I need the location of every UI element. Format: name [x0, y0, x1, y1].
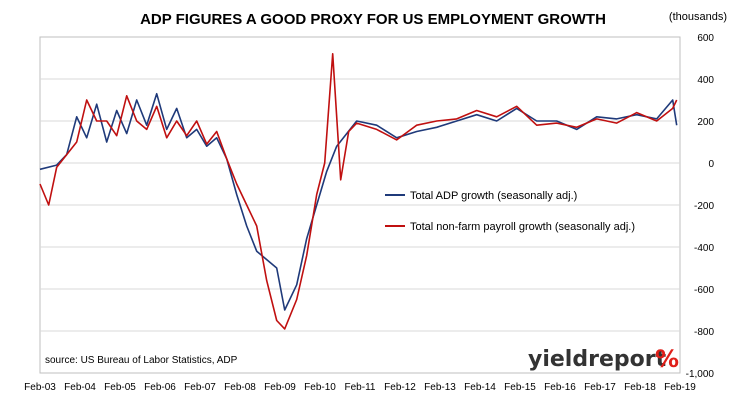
- x-tick-label: Feb-15: [504, 382, 536, 393]
- x-tick-label: Feb-08: [224, 382, 256, 393]
- x-tick-label: Feb-05: [104, 382, 136, 393]
- x-tick-label: Feb-19: [664, 382, 696, 393]
- series-line-nfp: [39, 52, 678, 330]
- legend-label-adp: Total ADP growth (seasonally adj.): [410, 190, 577, 202]
- logo-text: yieldreport: [528, 347, 667, 372]
- y-tick-label: -800: [694, 327, 714, 338]
- x-tick-label: Feb-17: [584, 382, 616, 393]
- y-tick-label: 200: [697, 117, 714, 128]
- x-tick-label: Feb-11: [345, 382, 376, 393]
- x-tick-label: Feb-18: [624, 382, 656, 393]
- y-axis: -1,000 -800 -600 -400 -200 0 200 400 600: [686, 33, 715, 380]
- x-tick-label: Feb-10: [304, 382, 336, 393]
- logo-percent-icon: %: [655, 345, 679, 373]
- y-tick-label: -600: [694, 285, 714, 296]
- x-tick-label: Feb-16: [544, 382, 576, 393]
- source-note: source: US Bureau of Labor Statistics, A…: [45, 355, 238, 366]
- legend: Total ADP growth (seasonally adj.) Total…: [385, 190, 635, 233]
- y-tick-label: 0: [708, 159, 714, 170]
- yieldreport-logo: yieldreport %: [528, 345, 679, 373]
- x-tick-label: Feb-12: [384, 382, 416, 393]
- x-tick-label: Feb-14: [464, 382, 496, 393]
- y-tick-label: -200: [694, 201, 714, 212]
- legend-label-nfp: Total non-farm payroll growth (seasonall…: [410, 221, 635, 233]
- series-line-adp: [39, 92, 678, 311]
- y-tick-label: -400: [694, 243, 714, 254]
- x-tick-label: Feb-06: [144, 382, 176, 393]
- x-tick-label: Feb-13: [424, 382, 456, 393]
- series-group: [39, 52, 678, 330]
- x-axis: Feb-03 Feb-04 Feb-05 Feb-06 Feb-07 Feb-08 Feb-…: [24, 382, 696, 393]
- units-label: (thousands): [669, 11, 727, 23]
- y-tick-label: 600: [697, 33, 714, 44]
- y-tick-label: 400: [697, 75, 714, 86]
- x-tick-label: Feb-03: [24, 382, 56, 393]
- x-tick-label: Feb-04: [64, 382, 96, 393]
- y-tick-label: -1,000: [686, 369, 715, 380]
- chart-title: ADP FIGURES A GOOD PROXY FOR US EMPLOYME…: [140, 11, 606, 28]
- x-tick-label: Feb-09: [264, 382, 296, 393]
- x-tick-label: Feb-07: [184, 382, 216, 393]
